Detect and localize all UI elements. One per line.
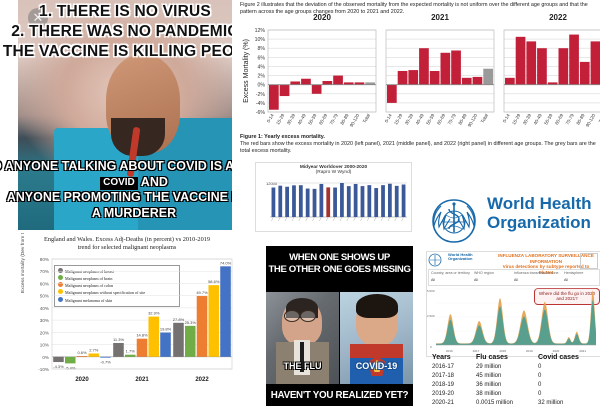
svg-text:-2%: -2% <box>256 92 266 98</box>
svg-text:60-69: 60-69 <box>436 113 446 126</box>
svg-text:50-59: 50-59 <box>543 113 553 126</box>
svg-text:80-89: 80-89 <box>339 113 349 126</box>
svg-text:0.6%: 0.6% <box>77 350 87 355</box>
svg-text:25.3%: 25.3% <box>185 320 197 325</box>
svg-text:60-69: 60-69 <box>318 113 328 126</box>
svg-text:Excess Mortality (%): Excess Mortality (%) <box>243 39 250 103</box>
svg-text:30-39: 30-39 <box>522 113 532 126</box>
svg-text:50-59: 50-59 <box>307 113 317 126</box>
svg-text:20%: 20% <box>40 330 49 335</box>
svg-text:-4%: -4% <box>256 101 266 107</box>
svg-text:2017: 2017 <box>473 349 480 353</box>
svg-text:2020: 2020 <box>313 13 331 22</box>
svg-text:2%: 2% <box>258 74 266 80</box>
svg-text:2018: 2018 <box>499 349 506 353</box>
svg-text:6%: 6% <box>258 55 266 61</box>
svg-text:11.3%: 11.3% <box>113 337 124 342</box>
svg-text:27.8%: 27.8% <box>173 317 185 322</box>
svg-text:2021: 2021 <box>135 377 149 383</box>
svg-text:15-29: 15-29 <box>393 113 403 126</box>
svg-text:2022: 2022 <box>195 377 209 383</box>
svg-text:50%: 50% <box>40 294 49 299</box>
svg-text:80-89: 80-89 <box>575 113 585 126</box>
svg-text:58.6%: 58.6% <box>208 279 220 284</box>
svg-text:70-79: 70-79 <box>447 113 457 126</box>
svg-text:Total: Total <box>480 113 489 124</box>
svg-text:10%: 10% <box>40 343 49 348</box>
svg-text:90-120: 90-120 <box>349 113 361 128</box>
svg-text:-6%: -6% <box>256 110 266 116</box>
svg-text:2020: 2020 <box>75 377 89 383</box>
svg-text:2021: 2021 <box>579 349 586 353</box>
svg-text:30-39: 30-39 <box>404 113 414 126</box>
svg-text:40%: 40% <box>40 306 49 311</box>
svg-text:-4.3%: -4.3% <box>53 364 64 369</box>
svg-text:Total: Total <box>362 113 371 124</box>
svg-text:-0.7%: -0.7% <box>100 360 111 365</box>
svg-text:80%: 80% <box>40 257 49 262</box>
svg-text:74.0%: 74.0% <box>220 260 232 265</box>
svg-text:90-120: 90-120 <box>467 113 479 128</box>
svg-text:-5.4%: -5.4% <box>65 365 76 370</box>
svg-text:49.7%: 49.7% <box>196 290 208 295</box>
svg-text:15-29: 15-29 <box>275 113 285 126</box>
svg-text:4%: 4% <box>258 64 266 70</box>
svg-text:70%: 70% <box>40 269 49 274</box>
svg-text:0%: 0% <box>42 355 49 360</box>
svg-text:8%: 8% <box>258 46 266 52</box>
svg-text:-10%: -10% <box>38 367 49 372</box>
svg-text:50-59: 50-59 <box>425 113 435 126</box>
svg-text:2016: 2016 <box>446 349 453 353</box>
svg-text:14.8%: 14.8% <box>136 333 148 338</box>
svg-text:10%: 10% <box>255 37 266 43</box>
svg-text:0-14: 0-14 <box>266 113 275 124</box>
svg-text:15-29: 15-29 <box>511 113 521 126</box>
svg-text:2020: 2020 <box>553 349 560 353</box>
svg-text:0: 0 <box>430 345 432 349</box>
svg-text:40-49: 40-49 <box>415 113 425 126</box>
svg-text:2021: 2021 <box>431 13 449 22</box>
svg-text:80-89: 80-89 <box>457 113 467 126</box>
svg-text:60-69: 60-69 <box>554 113 564 126</box>
svg-text:19.8%: 19.8% <box>160 327 172 332</box>
svg-text:2.7%: 2.7% <box>89 347 99 352</box>
svg-text:70-79: 70-79 <box>329 113 339 126</box>
svg-text:90-120: 90-120 <box>585 113 597 128</box>
svg-text:2022: 2022 <box>549 13 567 22</box>
svg-text:40-49: 40-49 <box>297 113 307 126</box>
svg-text:2019: 2019 <box>526 349 533 353</box>
svg-text:30%: 30% <box>40 318 49 323</box>
svg-text:0%: 0% <box>258 83 266 89</box>
svg-text:2,500: 2,500 <box>427 314 435 318</box>
svg-text:12%: 12% <box>255 28 266 34</box>
svg-text:12000: 12000 <box>266 181 278 186</box>
svg-text:70-79: 70-79 <box>565 113 575 126</box>
svg-text:1.7%: 1.7% <box>126 349 136 354</box>
svg-text:32.9%: 32.9% <box>148 311 160 316</box>
svg-text:0-14: 0-14 <box>502 113 511 124</box>
svg-text:60%: 60% <box>40 281 49 286</box>
svg-text:0-14: 0-14 <box>384 113 393 124</box>
svg-text:30-39: 30-39 <box>286 113 296 126</box>
svg-text:40-49: 40-49 <box>533 113 543 126</box>
svg-text:5,000: 5,000 <box>427 289 435 293</box>
